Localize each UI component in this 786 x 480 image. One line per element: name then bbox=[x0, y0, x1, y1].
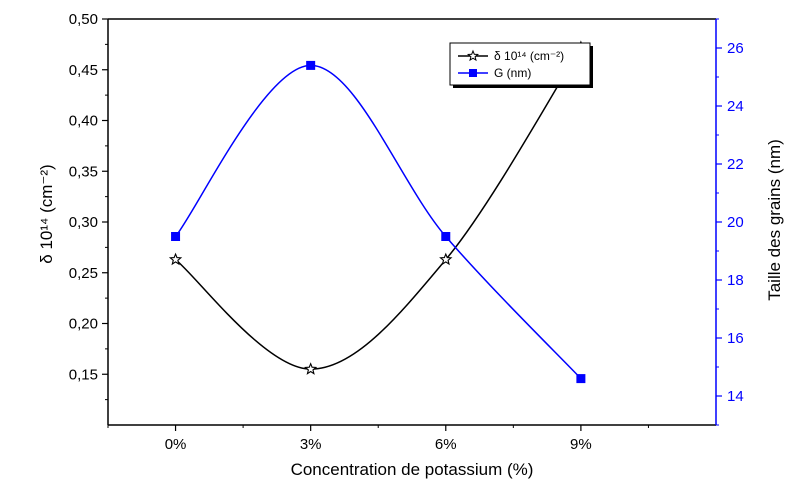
right-tick-label: 20 bbox=[727, 214, 744, 231]
legend-box bbox=[449, 42, 591, 86]
series-group bbox=[168, 40, 588, 384]
series-1-point bbox=[306, 60, 316, 70]
series-0-point bbox=[304, 362, 318, 375]
x-axis-title: Concentration de potassium (%) bbox=[291, 460, 534, 479]
x-tick-label: 3% bbox=[300, 436, 322, 453]
left-axis-title: δ 10¹⁴ (cm⁻²) bbox=[37, 164, 56, 263]
series-1-line bbox=[174, 64, 582, 380]
left-tick-label: 0,25 bbox=[69, 265, 98, 282]
right-tick-label: 24 bbox=[727, 98, 744, 115]
left-tick-label: 0,40 bbox=[69, 113, 98, 130]
series-1-point bbox=[171, 232, 181, 241]
left-tick-label: 0,35 bbox=[69, 163, 98, 180]
series-0-point bbox=[168, 252, 183, 266]
x-tick-label: 0% bbox=[165, 436, 187, 453]
series-1-point bbox=[441, 232, 451, 241]
left-tick-label: 0,20 bbox=[69, 316, 98, 333]
ticks: 0,15 0,20 0,25 0,30 0,35 0,40 0,45 0,50 14 16 18 20… bbox=[69, 11, 744, 453]
right-tick-label: 18 bbox=[727, 272, 744, 289]
left-tick-label: 0,45 bbox=[69, 62, 98, 79]
x-tick-label: 9% bbox=[570, 436, 592, 453]
series-0-line bbox=[175, 47, 582, 370]
left-tick-label: 0,30 bbox=[69, 214, 98, 231]
legend-label-0: δ 10¹⁴ (cm⁻²) bbox=[494, 49, 564, 63]
left-tick-label: 0,50 bbox=[69, 11, 98, 28]
legend: δ 10¹⁴ (cm⁻²) G (nm) bbox=[449, 42, 593, 88]
right-tick-label: 16 bbox=[727, 330, 744, 347]
series-1-point bbox=[576, 374, 586, 384]
legend-marker-1 bbox=[469, 69, 477, 77]
left-tick-label: 0,15 bbox=[69, 366, 98, 383]
right-tick-label: 14 bbox=[727, 388, 744, 405]
axes bbox=[107, 18, 717, 426]
x-tick-label: 6% bbox=[435, 436, 457, 453]
right-tick-label: 26 bbox=[727, 40, 744, 57]
right-tick-label: 22 bbox=[727, 156, 744, 173]
series-0-point bbox=[439, 252, 453, 266]
legend-label-1: G (nm) bbox=[494, 66, 531, 80]
right-axis-title: Taille des grains (nm) bbox=[765, 139, 784, 301]
legend-marker-0 bbox=[466, 49, 480, 62]
